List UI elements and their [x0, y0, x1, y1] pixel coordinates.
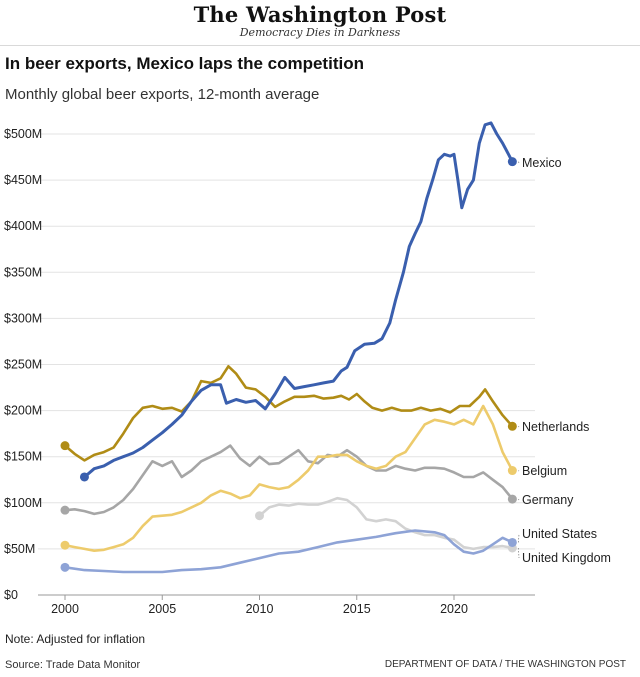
y-tick-label: $250M [4, 358, 42, 372]
series-start-dot-netherlands [60, 441, 70, 451]
x-tick-label: 2020 [440, 602, 468, 616]
line-chart: $0 $50M $100M $150M $200M $250M $300M $350M $400… [4, 121, 611, 616]
chart-note: Note: Adjusted for inflation [5, 632, 146, 646]
y-tick-label: $500M [4, 127, 42, 141]
series-label-belgium: Belgium [522, 464, 567, 478]
masthead-divider [0, 45, 640, 46]
y-tick-label: $350M [4, 265, 42, 279]
masthead-tagline: Democracy Dies in Darkness [239, 26, 401, 39]
chart-subtitle: Monthly global beer exports, 12-month av… [5, 86, 320, 103]
chart-source: Source: Trade Data Monitor [5, 659, 141, 671]
y-tick-label: $200M [4, 404, 42, 418]
y-tick-label: $400M [4, 219, 42, 233]
series-end-dot-united-states [507, 537, 517, 547]
washington-post-logo[interactable]: The Washington Post [193, 2, 447, 27]
y-tick-label: $450M [4, 173, 42, 187]
y-tick-label: $300M [4, 311, 42, 325]
x-tick-label: 2005 [148, 602, 176, 616]
series-label-leader [517, 547, 520, 559]
series-line-germany [63, 444, 514, 516]
series-line-united-kingdom [258, 496, 514, 551]
series-line-united-states [63, 529, 514, 574]
series-end-dot-belgium [507, 466, 517, 476]
series-line-belgium [63, 404, 514, 552]
series-label-germany: Germany [522, 493, 574, 507]
x-tick-label: 2000 [51, 602, 79, 616]
series-label-leader [517, 533, 520, 543]
series-label-mexico: Mexico [522, 156, 562, 170]
series-label-netherlands: Netherlands [522, 420, 589, 434]
y-tick-label: $0 [4, 588, 18, 602]
y-tick-label: $150M [4, 450, 42, 464]
series-start-dot-belgium [60, 540, 70, 550]
series-start-dot-mexico [79, 472, 89, 482]
x-tick-label: 2015 [343, 602, 371, 616]
series-start-dot-united-states [60, 562, 70, 572]
chart-title: In beer exports, Mexico laps the competi… [5, 54, 364, 73]
series-end-dot-mexico [507, 157, 517, 167]
series-start-dot-united-kingdom [255, 511, 264, 521]
y-tick-label: $50M [4, 542, 35, 556]
series-end-dot-germany [507, 494, 517, 504]
y-tick-label: $100M [4, 496, 42, 510]
series-end-dot-netherlands [507, 421, 517, 431]
series-line-mexico [83, 121, 514, 479]
series-label-united-kingdom: United Kingdom [522, 551, 611, 565]
series-label-leader [517, 161, 520, 164]
x-tick-label: 2010 [246, 602, 274, 616]
series-label-united-states: United States [522, 527, 597, 541]
masthead: The Washington Post Democracy Dies in Da… [0, 0, 640, 39]
series-line-netherlands [63, 365, 514, 462]
series-label-leader [518, 498, 520, 501]
chart-credit: DEPARTMENT OF DATA / THE WASHINGTON POST [384, 659, 626, 670]
series-start-dot-germany [60, 505, 70, 515]
series-label-leader [518, 426, 520, 428]
